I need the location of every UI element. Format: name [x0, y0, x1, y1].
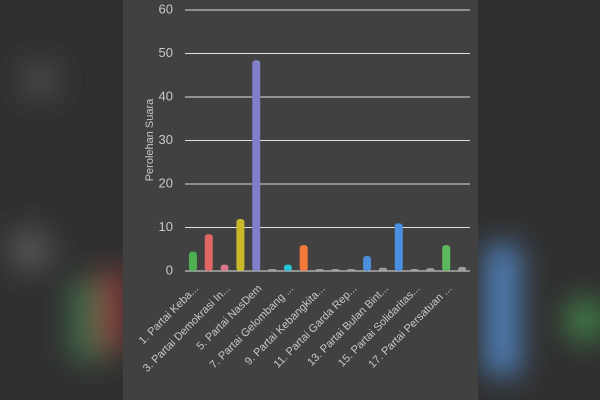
y-tick-label: 10 — [159, 219, 173, 234]
bar — [394, 223, 403, 271]
y-tick-label: 20 — [159, 175, 173, 190]
bar — [378, 267, 387, 271]
bar — [442, 245, 451, 271]
bar — [347, 269, 356, 271]
y-tick-label: 0 — [166, 262, 173, 277]
bar — [426, 268, 435, 271]
bar — [410, 269, 419, 271]
y-axis-label: Perolehan Suara — [144, 98, 156, 181]
y-tick-label: 50 — [159, 45, 173, 60]
bar — [252, 60, 261, 272]
bar — [299, 245, 308, 271]
y-tick-label: 30 — [159, 132, 173, 147]
bar — [458, 266, 467, 271]
bar — [188, 251, 197, 271]
bar — [220, 264, 229, 271]
bar — [204, 234, 213, 271]
bar — [363, 255, 372, 271]
y-tick-label: 40 — [159, 88, 173, 103]
chart-panel — [123, 0, 478, 400]
y-tick-label: 60 — [159, 1, 173, 16]
bar — [331, 269, 340, 271]
blurred-backdrop — [8, 60, 600, 375]
bar — [268, 269, 277, 271]
bar — [315, 269, 324, 271]
bar — [283, 264, 292, 271]
bar — [236, 218, 245, 271]
